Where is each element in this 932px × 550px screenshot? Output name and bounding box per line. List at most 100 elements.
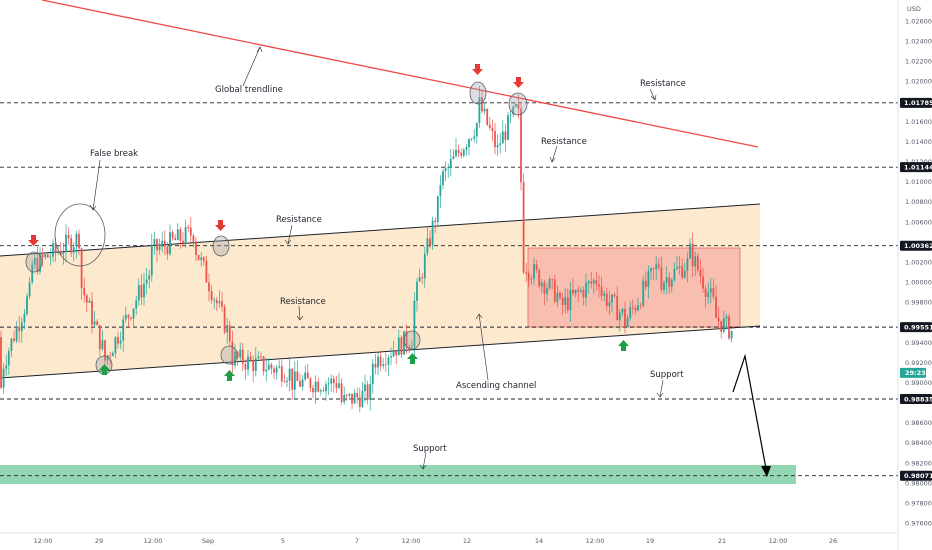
candle-body	[312, 388, 314, 393]
candle-body	[426, 238, 429, 254]
candle-body	[85, 295, 88, 303]
candle-body	[707, 292, 710, 298]
candle-body	[10, 338, 13, 352]
candle-body	[39, 252, 41, 272]
candle-body	[400, 337, 403, 355]
arrow-up-icon	[407, 353, 418, 364]
candle-body	[421, 277, 424, 279]
price-axis[interactable]: USD	[897, 0, 932, 550]
candle-body	[686, 258, 689, 271]
price-tick-label: 0.99200	[905, 359, 932, 367]
candle-body	[717, 317, 720, 322]
candle-body	[31, 264, 34, 283]
pivot-circle	[220, 345, 238, 365]
price-tick-label: 1.01000	[905, 178, 932, 186]
candle-body	[483, 108, 486, 112]
candle-body	[93, 321, 96, 325]
price-tick-label: 1.01600	[905, 118, 932, 126]
candle-body	[681, 266, 684, 278]
level-price-tag-label: 1.01144	[904, 163, 932, 171]
candle-body	[197, 254, 200, 260]
candle-body	[340, 383, 343, 403]
candle-body	[551, 279, 554, 281]
label-support-right: Support	[650, 370, 684, 380]
candle-body	[304, 372, 307, 380]
candle-body	[67, 234, 70, 239]
candle-body	[223, 306, 226, 333]
candle-body	[374, 363, 377, 368]
candle-body	[696, 256, 699, 271]
candle-body	[413, 300, 416, 347]
candle-body	[127, 314, 130, 318]
price-tick-label: 1.02200	[905, 58, 932, 66]
candle-body	[187, 227, 190, 228]
candle-body	[572, 289, 574, 294]
candle-body	[504, 131, 507, 140]
current-price-label: 29:23	[905, 369, 926, 377]
candle-body	[585, 282, 587, 298]
candle-body	[473, 136, 476, 139]
candle-body	[595, 280, 598, 285]
candle-body	[65, 234, 67, 252]
candle-body	[449, 158, 452, 168]
candle-body	[655, 264, 658, 270]
label-ascending-channel: Ascending channel	[456, 381, 536, 391]
candle-body	[577, 289, 580, 292]
candle-body	[470, 138, 473, 140]
candle-body	[140, 285, 143, 298]
time-axis-ticks: 12:00 29 12:00 Sep 5 7 12:00 12 14 12:00 19 21 12:00…	[34, 537, 838, 545]
candle-body	[722, 318, 725, 332]
candle-body	[462, 149, 465, 156]
price-tick-label: 1.00000	[905, 279, 932, 287]
candle-body	[278, 366, 281, 368]
down-arrows	[28, 64, 524, 246]
candle-body	[91, 300, 93, 325]
candle-body	[62, 251, 65, 255]
candle-body	[548, 279, 551, 289]
candle-body	[556, 292, 559, 302]
candle-body	[431, 220, 434, 246]
price-tick-label: 1.01400	[905, 138, 932, 146]
candle-body	[455, 149, 457, 157]
candle-body	[130, 317, 132, 319]
level-price-tag	[900, 162, 932, 173]
candle-body	[176, 229, 179, 241]
candle-body	[184, 227, 187, 244]
candle-body	[670, 279, 673, 287]
channel-upper-line	[0, 203, 761, 257]
candle-body	[366, 384, 369, 400]
candle-body	[231, 341, 234, 366]
label-resistance-top: Resistance	[640, 79, 686, 89]
candle-body	[592, 280, 595, 284]
candle-body	[262, 356, 265, 372]
candle-body	[109, 355, 112, 357]
level-price-tag	[900, 322, 932, 333]
pivot-circle	[508, 92, 528, 116]
candle-body	[465, 147, 468, 150]
candle-body	[70, 238, 73, 253]
pivot-circle	[212, 235, 230, 257]
candle-body	[96, 321, 99, 326]
candle-body	[353, 392, 356, 404]
candle-body	[546, 288, 548, 294]
candle-body	[587, 281, 590, 283]
candle-body	[299, 380, 301, 387]
candle-body	[561, 297, 564, 305]
arrow-up-icon	[618, 340, 629, 351]
candle-body	[293, 371, 296, 390]
candle-body	[249, 356, 252, 361]
candle-body	[501, 131, 504, 144]
candle-body	[192, 235, 195, 242]
candle-body	[514, 104, 517, 107]
candle-body	[7, 351, 10, 366]
candle-body	[660, 267, 663, 290]
candle-body	[611, 294, 613, 303]
candle-body	[15, 326, 18, 341]
candle-body	[377, 356, 379, 368]
level-price-tag-label: 0.98071	[904, 472, 932, 480]
range-box	[527, 247, 741, 328]
candle-body	[57, 251, 60, 252]
candle-body	[540, 282, 543, 287]
price-tick-label: 1.00800	[905, 198, 932, 206]
